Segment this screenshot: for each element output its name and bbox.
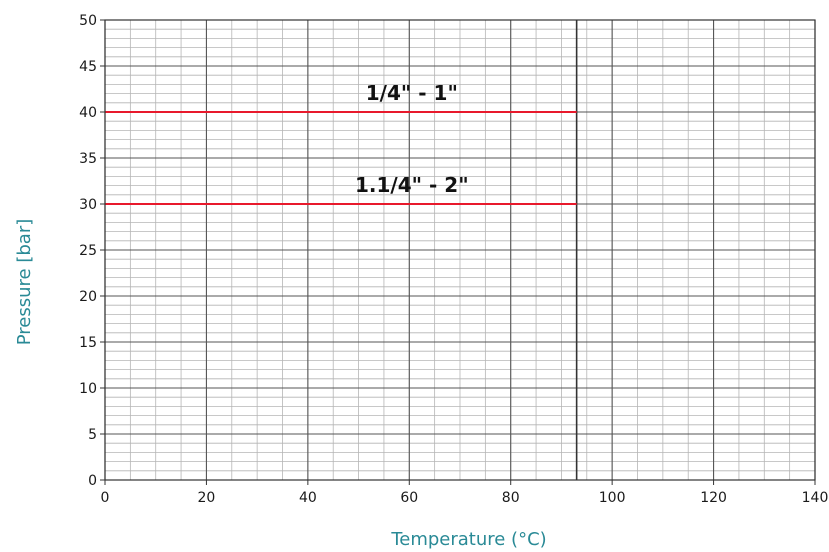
- series-labels: 1/4" - 1" 1.1/4" - 2": [355, 81, 469, 197]
- y-axis-title: Pressure [bar]: [14, 219, 35, 345]
- y-tick-label: 0: [88, 473, 97, 489]
- x-tick-label: 20: [198, 490, 216, 506]
- axes: [100, 19, 816, 485]
- x-axis-title: Temperature (°C): [390, 529, 546, 550]
- y-tick-label: 5: [88, 427, 97, 443]
- x-tick-labels: 0 20 40 60 80 100 120 140: [101, 490, 829, 506]
- x-tick-label: 120: [700, 490, 727, 506]
- y-tick-label: 15: [79, 335, 97, 351]
- y-tick-label: 45: [79, 59, 97, 75]
- y-tick-label: 30: [79, 197, 97, 213]
- x-tick-label: 140: [802, 490, 829, 506]
- x-tick-label: 80: [502, 490, 520, 506]
- y-tick-label: 50: [79, 13, 97, 29]
- y-tick-label: 35: [79, 151, 97, 167]
- x-tick-label: 40: [299, 490, 317, 506]
- y-tick-label: 25: [79, 243, 97, 259]
- series-label-2: 1.1/4" - 2": [355, 173, 469, 197]
- y-tick-labels: 0 5 10 15 20 25 30 35 40 45 50: [79, 13, 97, 489]
- series-label-1: 1/4" - 1": [366, 81, 458, 105]
- y-tick-label: 10: [79, 381, 97, 397]
- series-group: [105, 111, 577, 205]
- y-tick-label: 40: [79, 105, 97, 121]
- y-tick-label: 20: [79, 289, 97, 305]
- x-tick-label: 60: [400, 490, 418, 506]
- x-tick-label: 100: [599, 490, 626, 506]
- x-tick-label: 0: [101, 490, 110, 506]
